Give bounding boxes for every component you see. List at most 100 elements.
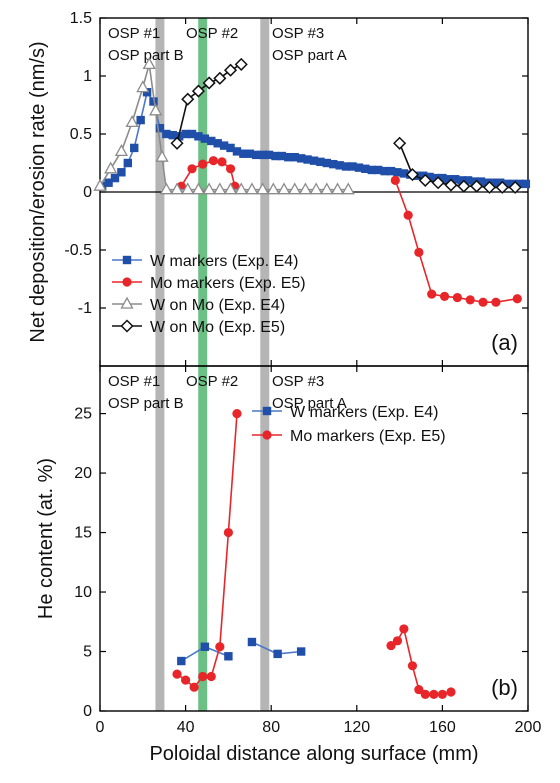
- data-point: [213, 71, 227, 85]
- data-point: [194, 132, 203, 141]
- data-point: [104, 161, 118, 174]
- data-point: [284, 153, 293, 162]
- legend-label: W on Mo (Exp. E4): [150, 297, 285, 314]
- data-point: [264, 150, 274, 160]
- data-point: [444, 178, 458, 192]
- data-point: [208, 156, 219, 166]
- series-1: [176, 156, 522, 307]
- osp-label: OSP #1: [108, 25, 160, 42]
- data-point: [418, 173, 432, 187]
- data-point: [316, 157, 325, 167]
- data-point: [123, 158, 133, 168]
- data-point: [202, 182, 216, 195]
- y-axis-label: He content (at. %): [35, 458, 57, 619]
- data-point: [181, 182, 195, 195]
- data-point: [429, 689, 439, 699]
- osp-part-label: OSP part B: [108, 395, 184, 412]
- data-point: [515, 179, 524, 189]
- data-point: [232, 147, 242, 156]
- data-point: [191, 182, 206, 195]
- data-point: [374, 165, 383, 175]
- data-point: [234, 57, 248, 71]
- panel-a: 1.5 1 0.5 0 -0.5 -1 Net deposition/erosion rat…: [27, 10, 531, 367]
- data-point: [330, 182, 345, 195]
- data-point: [191, 84, 206, 98]
- osp-label: OSP #1: [108, 373, 160, 390]
- data-point: [155, 124, 165, 133]
- data-point: [266, 182, 280, 195]
- data-point: [446, 687, 456, 697]
- data-point: [444, 175, 454, 184]
- data-point: [483, 178, 492, 187]
- data-point: [213, 182, 227, 195]
- data-point: [206, 671, 216, 682]
- panel-label: (b): [491, 675, 518, 700]
- data-point: [437, 689, 447, 699]
- data-point: [393, 136, 407, 150]
- data-point: [341, 182, 355, 195]
- y-tick-label: -0.5: [64, 242, 92, 259]
- data-point: [142, 57, 156, 70]
- data-point: [478, 297, 488, 307]
- data-point: [361, 164, 370, 173]
- data-point: [245, 182, 259, 195]
- data-point: [521, 179, 531, 189]
- x-tick-label: 120: [343, 719, 370, 736]
- data-point: [93, 178, 107, 191]
- osp-label: OSP #3: [272, 25, 324, 42]
- series-3: [170, 57, 522, 194]
- data-point: [403, 210, 413, 220]
- legend-marker: [122, 277, 132, 287]
- data-point: [256, 182, 270, 195]
- data-point: [114, 144, 128, 157]
- data-point: [298, 182, 313, 195]
- data-point: [117, 168, 126, 177]
- x-tick-label: 160: [429, 719, 456, 736]
- legend-label: Mo markers (Exp. E5): [150, 275, 306, 292]
- data-point: [223, 182, 238, 195]
- osp-part-label: OSP part A: [272, 47, 347, 64]
- data-point: [277, 151, 287, 161]
- data-point: [215, 642, 225, 652]
- data-point: [348, 162, 357, 171]
- data-point: [470, 177, 479, 186]
- data-point: [207, 136, 216, 146]
- data-point: [177, 656, 186, 666]
- data-point: [393, 168, 402, 177]
- data-point: [110, 173, 120, 183]
- series-1: [172, 408, 456, 699]
- data-point: [136, 80, 150, 93]
- data-point: [457, 176, 466, 185]
- data-point: [198, 671, 208, 682]
- x-tick-label: 80: [262, 719, 280, 736]
- data-point: [104, 178, 113, 187]
- series-line: [101, 90, 526, 187]
- data-point: [168, 130, 177, 140]
- data-point: [431, 173, 441, 183]
- data-point: [367, 165, 376, 175]
- series-0: [177, 637, 306, 666]
- data-point: [189, 682, 199, 692]
- data-point: [296, 647, 306, 656]
- data-point: [181, 675, 191, 685]
- y-tick-label: 10: [74, 584, 92, 601]
- osp-label: OSP #3: [272, 373, 324, 390]
- data-point: [329, 159, 338, 169]
- data-point: [277, 182, 291, 195]
- data-point: [239, 149, 248, 158]
- panel-label: (a): [491, 330, 518, 355]
- legend-label: W on Mo (Exp. E5): [150, 319, 285, 336]
- x-axis-label: Poloidal distance along surface (mm): [149, 743, 478, 765]
- y-tick-label: 0.5: [70, 126, 92, 143]
- legend-marker: [262, 406, 272, 416]
- data-point: [200, 642, 210, 651]
- series-line: [394, 180, 518, 304]
- data-point: [155, 149, 169, 162]
- data-point: [420, 689, 430, 699]
- data-point: [273, 649, 282, 659]
- data-point: [414, 247, 424, 257]
- data-point: [172, 669, 182, 679]
- osp-band: [198, 18, 208, 711]
- data-point: [405, 168, 420, 182]
- data-point: [217, 157, 227, 167]
